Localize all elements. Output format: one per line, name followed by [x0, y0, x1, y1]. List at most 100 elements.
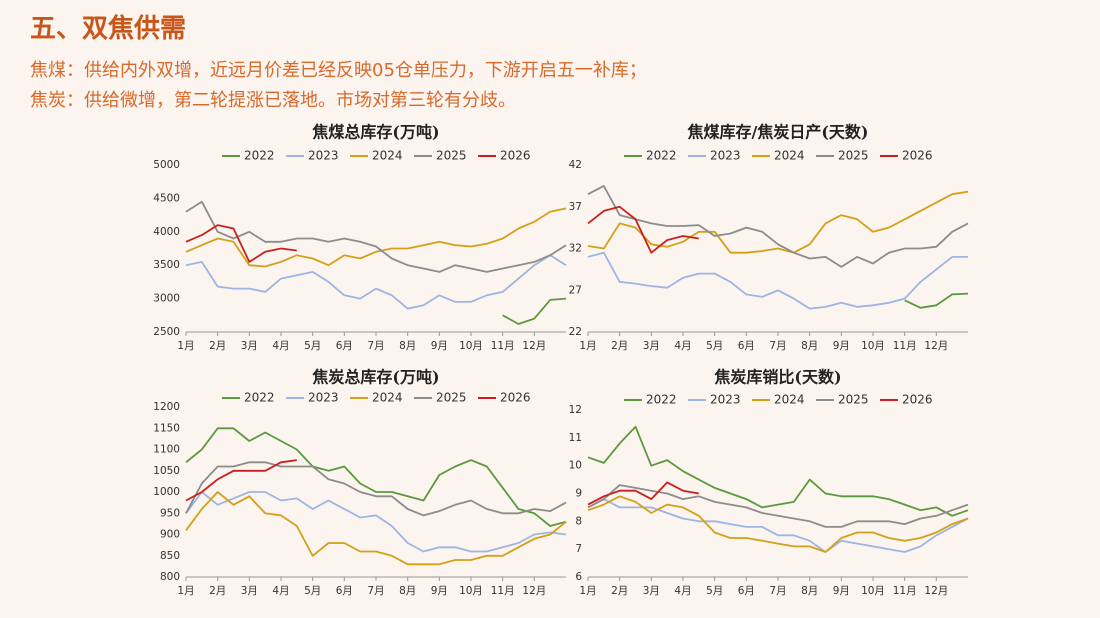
y-tick-label: 12 [569, 404, 582, 416]
y-tick-label: 950 [160, 507, 180, 519]
legend-label: 2023 [308, 391, 339, 405]
chart: 焦煤库存/焦炭日产(天数) 2022 2023 2024 2025 2026 22 27 32 3… [569, 123, 969, 352]
x-tick-label: 1月 [177, 585, 194, 597]
legend-label: 2022 [646, 149, 677, 163]
x-tick-label: 6月 [738, 585, 755, 597]
y-tick-label: 11 [569, 432, 582, 444]
y-tick-label: 5000 [153, 159, 180, 171]
series-line [185, 254, 567, 310]
chart-title: 焦炭库销比(天数) [713, 368, 841, 387]
series-line [502, 297, 567, 325]
legend-label: 2025 [838, 393, 869, 407]
series-line [587, 251, 968, 310]
x-tick-label: 10月 [861, 340, 885, 352]
x-tick-label: 11月 [491, 585, 515, 597]
y-tick-label: 900 [160, 529, 180, 541]
x-tick-label: 6月 [738, 340, 755, 352]
chart: 焦炭库销比(天数) 2022 2023 2024 2025 2026 6 7 8 9 10 11 12 1… [569, 368, 969, 597]
series-line [185, 491, 567, 553]
x-tick-label: 5月 [304, 585, 321, 597]
x-tick-label: 3月 [241, 340, 258, 352]
legend-label: 2022 [646, 393, 677, 407]
summary-line: 焦煤：供给内外双增，近远月价差已经反映05仓单压力，下游开启五一补库； [30, 60, 647, 81]
y-tick-label: 1100 [153, 444, 180, 456]
chart-title: 焦炭总库存(万吨) [311, 368, 439, 387]
y-tick-label: 37 [569, 201, 582, 213]
x-tick-label: 4月 [674, 340, 691, 352]
series-line [185, 224, 297, 263]
legend-label: 2024 [774, 393, 805, 407]
x-tick-label: 2月 [209, 340, 226, 352]
x-tick-label: 7月 [367, 585, 384, 597]
legend-label: 2024 [372, 149, 403, 163]
x-tick-label: 7月 [769, 340, 786, 352]
x-tick-label: 12月 [522, 585, 546, 597]
y-tick-label: 4000 [153, 226, 180, 238]
x-tick-label: 9月 [431, 585, 448, 597]
y-tick-label: 27 [569, 284, 582, 296]
series-line [185, 427, 567, 527]
series-line [587, 190, 969, 254]
x-tick-label: 12月 [924, 585, 948, 597]
series-line [904, 292, 969, 309]
legend-label: 2025 [436, 391, 467, 405]
x-tick-label: 2月 [611, 340, 628, 352]
legend-label: 2023 [710, 149, 741, 163]
x-tick-label: 8月 [399, 340, 416, 352]
y-tick-label: 22 [569, 326, 582, 338]
x-tick-label: 2月 [611, 585, 628, 597]
series-line [185, 491, 567, 566]
chart: 焦炭总库存(万吨) 2022 2023 2024 2025 2026 800 850 900 95… [153, 368, 567, 597]
y-tick-label: 32 [569, 243, 582, 255]
x-tick-label: 4月 [272, 585, 289, 597]
legend-label: 2026 [500, 149, 531, 163]
x-tick-label: 1月 [177, 340, 194, 352]
chart-title: 焦煤库存/焦炭日产(天数) [687, 123, 869, 142]
legend-label: 2026 [902, 149, 933, 163]
y-tick-label: 2500 [153, 326, 180, 338]
legend-label: 2024 [774, 149, 805, 163]
series-line [587, 498, 969, 553]
series-line [587, 185, 969, 268]
y-tick-label: 1000 [153, 486, 180, 498]
legend-label: 2026 [500, 391, 531, 405]
series-line [185, 459, 297, 502]
x-tick-label: 9月 [833, 585, 850, 597]
series-line [185, 207, 567, 268]
series-line [587, 484, 969, 528]
y-tick-label: 3500 [153, 259, 180, 271]
x-tick-label: 8月 [801, 585, 818, 597]
legend-label: 2025 [436, 149, 467, 163]
x-tick-label: 8月 [399, 585, 416, 597]
series-line [185, 200, 567, 273]
x-tick-label: 3月 [643, 340, 660, 352]
chart-title: 焦煤总库存(万吨) [311, 123, 439, 142]
y-tick-label: 800 [160, 571, 180, 583]
x-tick-label: 1月 [579, 585, 596, 597]
y-tick-label: 4500 [153, 192, 180, 204]
y-tick-label: 42 [569, 159, 582, 171]
x-tick-label: 11月 [491, 340, 515, 352]
y-tick-label: 6 [575, 571, 582, 583]
y-tick-label: 3000 [153, 293, 180, 305]
legend-label: 2026 [902, 393, 933, 407]
x-tick-label: 5月 [706, 585, 723, 597]
x-tick-label: 12月 [924, 340, 948, 352]
legend-label: 2025 [838, 149, 869, 163]
y-tick-label: 9 [575, 488, 582, 500]
y-tick-label: 1200 [153, 401, 180, 413]
x-tick-label: 4月 [674, 585, 691, 597]
series-line [587, 495, 969, 553]
x-tick-label: 9月 [833, 340, 850, 352]
series-line [185, 461, 567, 517]
legend-label: 2024 [372, 391, 403, 405]
series-line [587, 425, 969, 517]
x-tick-label: 12月 [522, 340, 546, 352]
x-tick-label: 7月 [769, 585, 786, 597]
x-tick-label: 3月 [643, 585, 660, 597]
x-tick-label: 11月 [893, 340, 917, 352]
summary-line: 焦炭：供给微增，第二轮提涨已落地。市场对第三轮有分歧。 [30, 90, 516, 111]
x-tick-label: 7月 [367, 340, 384, 352]
